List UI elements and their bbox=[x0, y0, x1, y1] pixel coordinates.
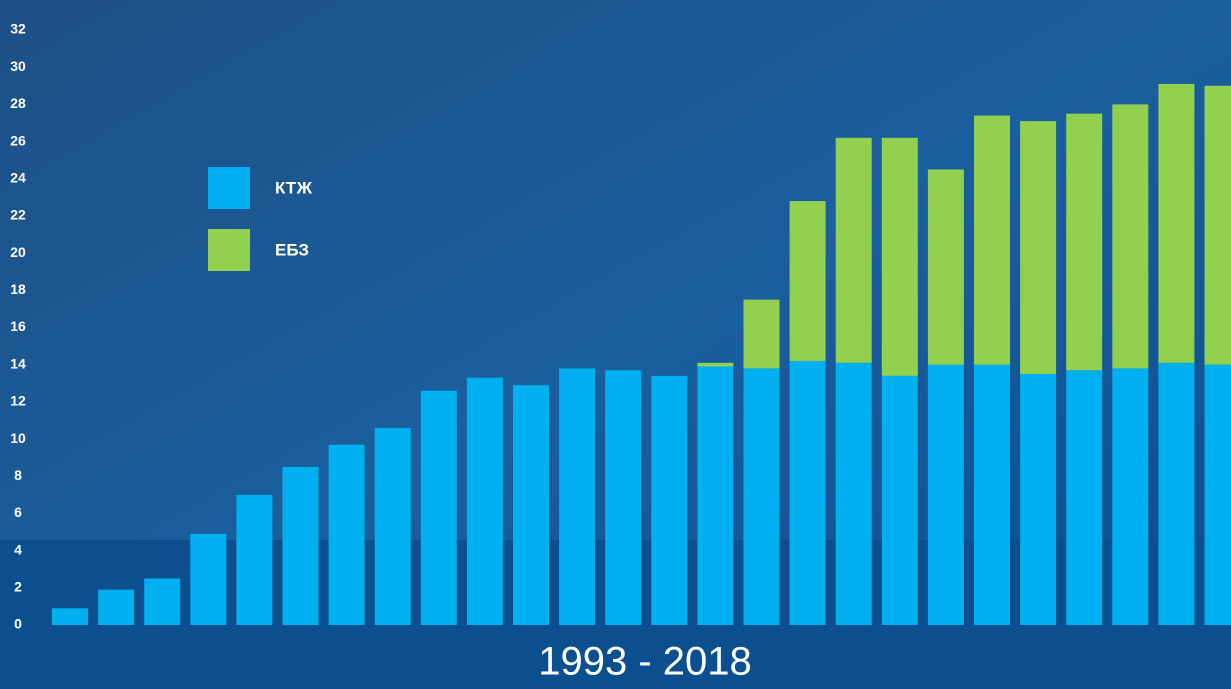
y-tick-label: 4 bbox=[14, 541, 22, 557]
bar-segment bbox=[1066, 370, 1103, 625]
y-tick-label: 24 bbox=[10, 169, 26, 185]
bar-segment bbox=[974, 364, 1010, 625]
y-tick-label: 2 bbox=[14, 579, 22, 595]
bar-segment bbox=[651, 375, 688, 625]
legend-label: ЕБЗ bbox=[275, 240, 309, 259]
bar-segment bbox=[98, 589, 135, 625]
y-tick-label: 14 bbox=[10, 355, 26, 371]
bar-segment bbox=[236, 494, 273, 625]
bar-segment bbox=[1204, 364, 1231, 625]
bar-segment bbox=[190, 533, 227, 625]
bar-segment bbox=[835, 137, 872, 363]
bar-segment bbox=[1112, 368, 1149, 625]
bar-segment bbox=[835, 362, 872, 625]
bar-segment bbox=[1020, 121, 1057, 374]
bar-segment bbox=[1066, 113, 1103, 371]
bar-segment bbox=[743, 299, 780, 369]
bar-segment bbox=[1158, 362, 1195, 625]
bar-segment bbox=[605, 370, 642, 625]
y-tick-label: 32 bbox=[10, 21, 26, 37]
y-tick-label: 12 bbox=[10, 393, 26, 409]
bar-segment bbox=[789, 201, 826, 361]
y-tick-label: 26 bbox=[10, 132, 26, 148]
y-tick-label: 8 bbox=[14, 467, 22, 483]
bar-segment bbox=[328, 444, 365, 625]
y-tick-label: 20 bbox=[10, 244, 26, 260]
bar-segment bbox=[1020, 373, 1057, 625]
y-tick-label: 30 bbox=[10, 58, 26, 74]
bar-segment bbox=[513, 385, 549, 625]
bar-segment bbox=[974, 115, 1010, 365]
legend-label: КТЖ bbox=[275, 178, 313, 197]
y-tick-label: 16 bbox=[10, 318, 26, 334]
bar-segment bbox=[559, 368, 596, 625]
x-axis-label: 1993 - 2018 bbox=[538, 640, 752, 684]
bar-segment bbox=[697, 366, 734, 625]
y-tick-label: 18 bbox=[10, 281, 26, 297]
bar-segment bbox=[697, 362, 734, 367]
y-tick-label: 28 bbox=[10, 95, 26, 111]
bar-segment bbox=[927, 364, 964, 625]
legend-swatch bbox=[208, 229, 250, 271]
bar-segment bbox=[789, 360, 826, 625]
bar-segment bbox=[743, 368, 780, 625]
bar-segment bbox=[881, 137, 918, 376]
bar-segment bbox=[52, 608, 88, 625]
bar-segment bbox=[374, 427, 411, 625]
bar-segment bbox=[420, 390, 457, 625]
bar-segment bbox=[881, 375, 918, 625]
bar-segment bbox=[1112, 104, 1149, 369]
bar-segment bbox=[466, 377, 503, 625]
y-tick-label: 6 bbox=[14, 504, 22, 520]
y-tick-label: 10 bbox=[10, 430, 26, 446]
bar-segment bbox=[144, 578, 181, 625]
y-tick-label: 0 bbox=[14, 616, 22, 632]
legend-swatch bbox=[208, 167, 250, 209]
y-tick-label: 22 bbox=[10, 207, 26, 223]
bar-segment bbox=[927, 169, 964, 365]
bar-segment bbox=[1204, 85, 1231, 365]
bar-segment bbox=[282, 466, 319, 625]
bar-segment bbox=[1158, 83, 1195, 363]
